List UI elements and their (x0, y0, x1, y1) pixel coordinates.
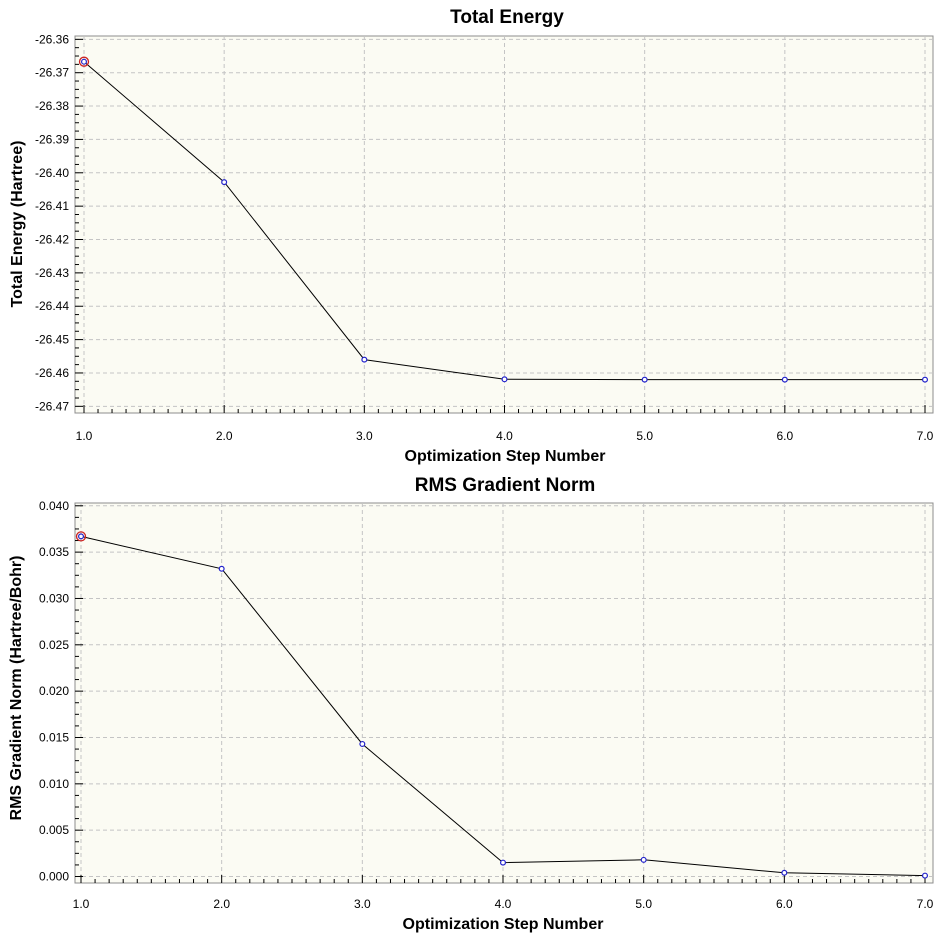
data-point[interactable] (640, 856, 647, 863)
x-tick-label: 6.0 (776, 897, 793, 911)
data-point[interactable] (359, 740, 366, 747)
current-point-highlight (78, 56, 90, 67)
x-axis-title: Optimization Step Number (405, 448, 606, 465)
x-tick-label: 7.0 (917, 897, 934, 911)
x-axis-title: Optimization Step Number (403, 916, 604, 933)
y-tick-label: -26.46 (35, 366, 69, 380)
y-axis-title: RMS Gradient Norm (Hartree/Bohr) (8, 556, 25, 821)
x-tick-label: 1.0 (73, 897, 90, 911)
y-tick-label: 0.015 (39, 730, 69, 744)
y-tick-label: -26.43 (35, 266, 69, 280)
x-tick-label: 4.0 (496, 429, 513, 443)
y-tick-label: -26.44 (35, 299, 69, 313)
y-tick-label: -26.39 (35, 132, 69, 146)
data-point[interactable] (80, 58, 87, 65)
rms-gradient-chart: RMS Gradient Norm 0.040 0.035 0.030 0.025 0.… (8, 475, 934, 933)
y-tick-label: -26.42 (35, 233, 69, 247)
data-point[interactable] (221, 179, 228, 186)
y-tick-label: 0.030 (39, 591, 69, 605)
y-tick-label: 0.000 (39, 870, 69, 884)
y-tick-label: -26.37 (35, 66, 69, 80)
data-point[interactable] (921, 376, 928, 383)
data-point[interactable] (361, 356, 368, 363)
y-axis-title: Total Energy (Hartree) (9, 141, 26, 308)
x-tick-label: 6.0 (776, 429, 793, 443)
x-tick-label: 2.0 (213, 897, 230, 911)
data-point[interactable] (781, 376, 788, 383)
y-tick-label: 0.040 (39, 499, 69, 513)
current-point-highlight (75, 531, 87, 542)
x-tick-label: 7.0 (917, 429, 934, 443)
data-point[interactable] (500, 859, 507, 866)
y-tick-label: -26.45 (35, 333, 69, 347)
y-tick-label: 0.025 (39, 638, 69, 652)
total-energy-chart: Total Energy -26.36 -26.37 -26.38 -26.39 -26… (9, 7, 934, 465)
data-point[interactable] (641, 376, 648, 383)
data-point[interactable] (501, 376, 508, 383)
plot-area (74, 502, 934, 884)
x-tick-label: 3.0 (356, 429, 373, 443)
y-tick-label: 0.020 (39, 684, 69, 698)
y-tick-label: -26.47 (35, 399, 69, 413)
data-point[interactable] (921, 872, 928, 879)
x-tick-label: 5.0 (636, 429, 653, 443)
y-tick-label: 0.035 (39, 545, 69, 559)
y-tick-label: 0.010 (39, 777, 69, 791)
y-tick-label: -26.38 (35, 99, 69, 113)
y-tick-label: -26.40 (35, 166, 69, 180)
x-tick-label: 4.0 (495, 897, 512, 911)
chart-title: Total Energy (450, 7, 564, 28)
y-tick-label: -26.36 (35, 32, 69, 46)
x-tick-label: 3.0 (354, 897, 371, 911)
data-point[interactable] (218, 565, 225, 572)
y-tick-label: -26.41 (35, 199, 69, 213)
data-point[interactable] (77, 533, 84, 540)
x-tick-label: 1.0 (76, 429, 93, 443)
plot-area (74, 35, 934, 414)
x-tick-label: 2.0 (216, 429, 233, 443)
y-tick-label: 0.005 (39, 823, 69, 837)
data-point[interactable] (781, 869, 788, 876)
x-tick-label: 5.0 (635, 897, 652, 911)
chart-title: RMS Gradient Norm (415, 475, 596, 496)
